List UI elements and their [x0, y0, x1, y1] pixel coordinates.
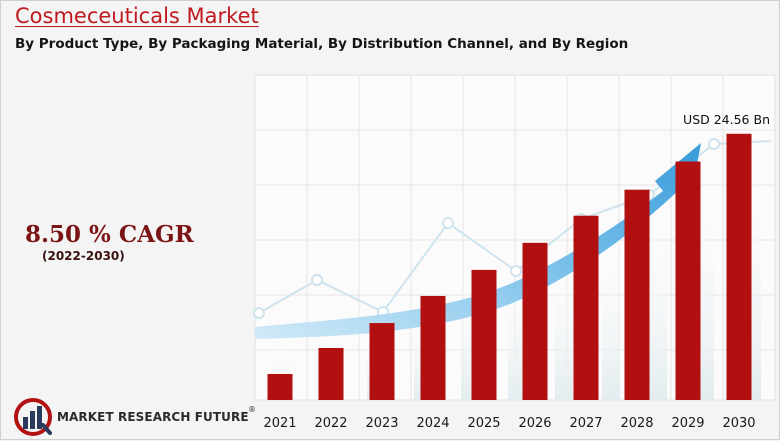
- logo-registered-mark: ®: [248, 405, 256, 414]
- x-axis-labels: 2021 2022 2023 2024 2025 2026 2027 2028 2029 2030: [263, 416, 755, 431]
- trend-point: [708, 138, 720, 150]
- ghost-bar: [649, 195, 667, 400]
- bar: [675, 161, 701, 400]
- bar: [471, 269, 497, 400]
- x-tick-label: 2026: [518, 416, 551, 431]
- brand-logo: MARKET RESEARCH FUTURE ®: [13, 397, 263, 437]
- ghost-bar: [555, 250, 573, 400]
- bar: [726, 133, 752, 401]
- x-tick-label: 2021: [263, 416, 296, 431]
- cagr-period: (2022-2030): [42, 249, 125, 263]
- bar: [573, 215, 599, 400]
- page-title: Cosmeceuticals Market: [15, 4, 259, 28]
- x-tick-label: 2029: [671, 416, 704, 431]
- x-tick-label: 2024: [416, 416, 449, 431]
- bars: [267, 133, 752, 401]
- x-tick-label: 2028: [620, 416, 653, 431]
- bar: [267, 373, 293, 400]
- trend-point: [253, 307, 265, 319]
- trend-point: [442, 217, 454, 229]
- x-tick-label: 2022: [314, 416, 347, 431]
- bar: [369, 323, 395, 400]
- x-tick-label: 2025: [467, 416, 500, 431]
- x-tick-label: 2023: [365, 416, 398, 431]
- trend-point: [311, 274, 323, 286]
- bar: [624, 189, 650, 400]
- ghost-bar: [602, 225, 620, 400]
- bar: [522, 242, 548, 400]
- value-annotation: USD 24.56 Bn: [683, 112, 770, 127]
- page-subtitle: By Product Type, By Packaging Material, …: [15, 36, 629, 52]
- logo-icon: [14, 398, 52, 436]
- cagr-value: 8.50 % CAGR: [25, 221, 194, 248]
- annotations: USD 24.56 Bn: [683, 112, 770, 127]
- x-tick-label: 2027: [569, 416, 602, 431]
- logo-text: MARKET RESEARCH FUTURE: [57, 410, 249, 424]
- bar: [318, 347, 344, 400]
- bar: [420, 295, 446, 400]
- trend-point: [510, 265, 522, 277]
- x-tick-label: 2030: [722, 416, 755, 431]
